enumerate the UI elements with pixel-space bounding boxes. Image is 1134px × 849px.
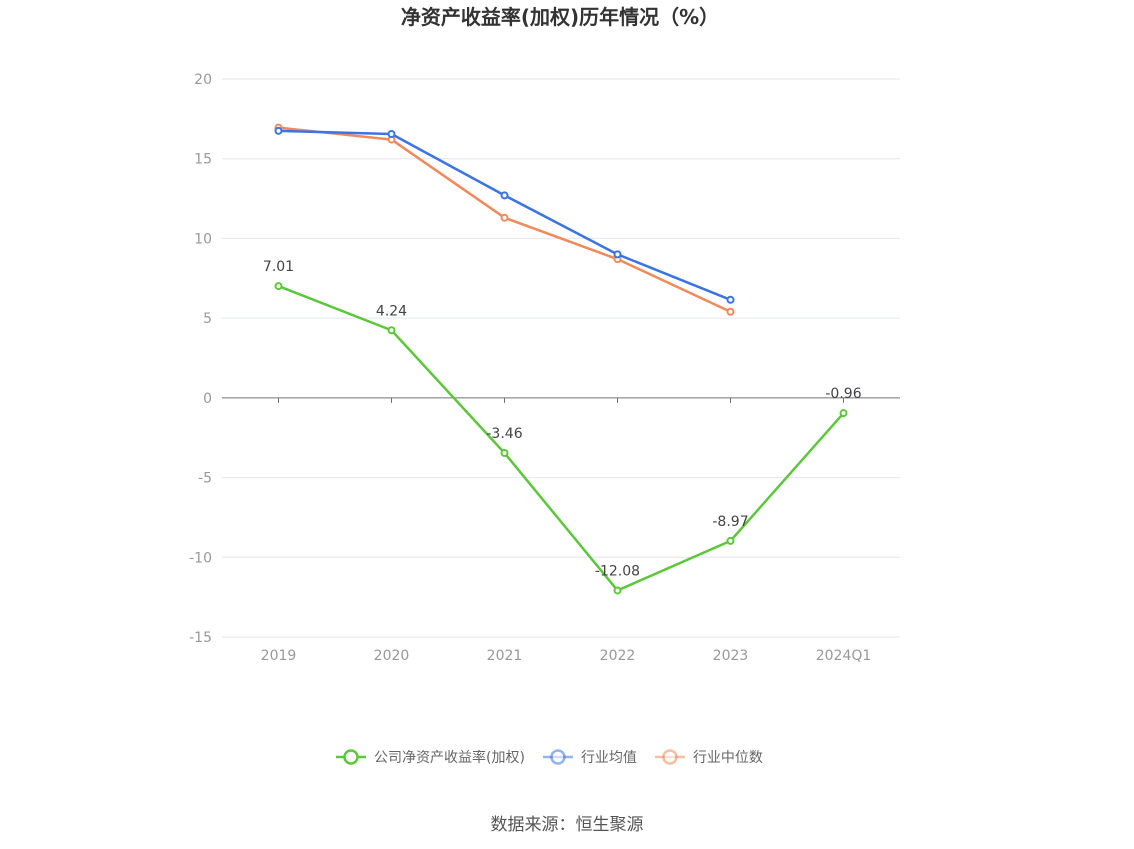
data-point[interactable] xyxy=(500,213,509,222)
legend-label: 公司净资产收益率(加权) xyxy=(374,749,525,766)
legend: 公司净资产收益率(加权) 行业均值 行业中位数 xyxy=(336,749,763,766)
data-label: 4.24 xyxy=(376,303,407,319)
data-point[interactable] xyxy=(613,250,622,259)
legend-marker-icon xyxy=(550,749,566,765)
data-point[interactable] xyxy=(613,586,622,595)
data-label: -0.96 xyxy=(825,386,861,402)
y-tick-label: 10 xyxy=(194,231,212,247)
legend-marker-icon xyxy=(662,749,678,765)
data-point[interactable] xyxy=(726,307,735,316)
series-行业中位数 xyxy=(274,123,735,316)
x-axis: 2019 2020 2021 2022 2023 2024Q1 xyxy=(222,397,900,664)
x-tick-label: 2022 xyxy=(600,648,636,664)
series-行业均值 xyxy=(274,126,735,304)
series-公司净资产收益率(加权): 7.01 4.24 -3.46 -12.08 -8.97 -0.96 xyxy=(263,259,862,595)
data-point[interactable] xyxy=(500,191,509,200)
data-label: -3.46 xyxy=(486,426,522,442)
data-point[interactable] xyxy=(726,295,735,304)
legend-marker-icon xyxy=(343,749,359,765)
x-tick-label: 2024Q1 xyxy=(816,648,872,664)
data-point[interactable] xyxy=(726,536,735,545)
y-tick-label: 0 xyxy=(203,391,212,407)
data-label: -8.97 xyxy=(712,514,748,530)
data-point[interactable] xyxy=(500,449,509,458)
y-tick-label: -15 xyxy=(189,630,212,646)
x-tick-label: 2023 xyxy=(713,648,749,664)
y-tick-label: 5 xyxy=(203,311,212,327)
x-tick-label: 2021 xyxy=(487,648,523,664)
data-source: 数据来源：恒生聚源 xyxy=(491,815,644,835)
data-label: 7.01 xyxy=(263,259,294,275)
legend-item[interactable]: 行业均值 xyxy=(542,749,637,766)
x-tick-label: 2020 xyxy=(374,648,410,664)
y-tick-label: 15 xyxy=(194,152,212,168)
grid-lines xyxy=(222,78,900,638)
data-point[interactable] xyxy=(274,282,283,291)
y-tick-label: -10 xyxy=(189,550,212,566)
legend-item[interactable]: 行业中位数 xyxy=(654,749,763,766)
legend-label: 行业均值 xyxy=(581,750,637,766)
series-line xyxy=(278,284,845,592)
data-point[interactable] xyxy=(387,130,396,139)
legend-item[interactable]: 公司净资产收益率(加权) xyxy=(336,749,525,766)
series-group: 7.01 4.24 -3.46 -12.08 -8.97 -0.96 xyxy=(263,123,862,595)
data-label: -12.08 xyxy=(595,563,640,579)
x-tick-label: 2019 xyxy=(261,648,297,664)
legend-label: 行业中位数 xyxy=(693,750,763,766)
data-point[interactable] xyxy=(387,326,396,335)
data-point[interactable] xyxy=(839,409,848,418)
y-tick-label: -5 xyxy=(198,471,212,487)
data-point[interactable] xyxy=(274,126,283,135)
chart-title: 净资产收益率(加权)历年情况（%） xyxy=(401,5,719,29)
y-tick-label: 20 xyxy=(194,72,212,88)
y-axis-ticks: 20 15 10 5 0 -5 -10 -15 xyxy=(189,72,212,646)
